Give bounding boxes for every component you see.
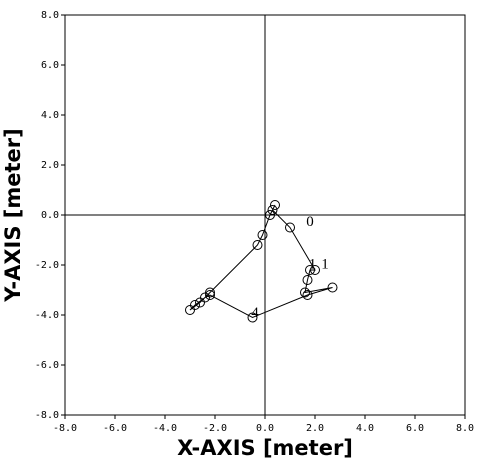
point xyxy=(285,222,295,233)
point xyxy=(302,290,313,300)
y-tick-label: -2.0 xyxy=(35,260,59,271)
y-axis-title: Y-AXIS [meter] xyxy=(1,128,25,303)
annotation: 1 xyxy=(309,256,317,272)
x-tick-label: -6.0 xyxy=(103,423,127,434)
point xyxy=(252,240,263,250)
point xyxy=(200,292,210,303)
x-tick-label: 4.0 xyxy=(356,423,374,434)
point xyxy=(270,200,280,210)
point xyxy=(257,230,268,240)
x-axis-title: X-AXIS [meter] xyxy=(177,436,353,460)
y-tick-label: 8.0 xyxy=(41,10,59,21)
point xyxy=(195,297,205,308)
point xyxy=(302,275,313,285)
y-tick-label: -8.0 xyxy=(35,410,59,421)
annotation: 4 xyxy=(251,305,259,321)
point xyxy=(185,305,195,315)
point xyxy=(190,300,200,310)
point xyxy=(327,282,338,293)
point xyxy=(267,205,278,215)
y-tick-label: 6.0 xyxy=(41,60,59,71)
annotation: 0 xyxy=(306,214,314,230)
x-tick-label: 8.0 xyxy=(456,423,474,434)
y-tick-label: -4.0 xyxy=(35,310,59,321)
point xyxy=(205,287,215,298)
point xyxy=(305,265,315,275)
x-tick-label: 2.0 xyxy=(306,423,324,434)
y-tick-label: 0.0 xyxy=(41,210,59,221)
point xyxy=(265,210,275,220)
point xyxy=(247,312,258,323)
annotation: 1 xyxy=(321,256,329,272)
point xyxy=(300,287,310,298)
y-tick-label: -6.0 xyxy=(35,360,59,371)
x-tick-label: 6.0 xyxy=(406,423,424,434)
point xyxy=(205,290,215,300)
x-tick-label: -8.0 xyxy=(53,423,77,434)
y-tick-label: 2.0 xyxy=(41,160,59,171)
x-tick-label: -2.0 xyxy=(203,423,227,434)
x-tick-label: -4.0 xyxy=(153,423,177,434)
x-tick-label: 0.0 xyxy=(256,423,274,434)
y-tick-label: 4.0 xyxy=(41,110,59,121)
point xyxy=(310,265,320,275)
